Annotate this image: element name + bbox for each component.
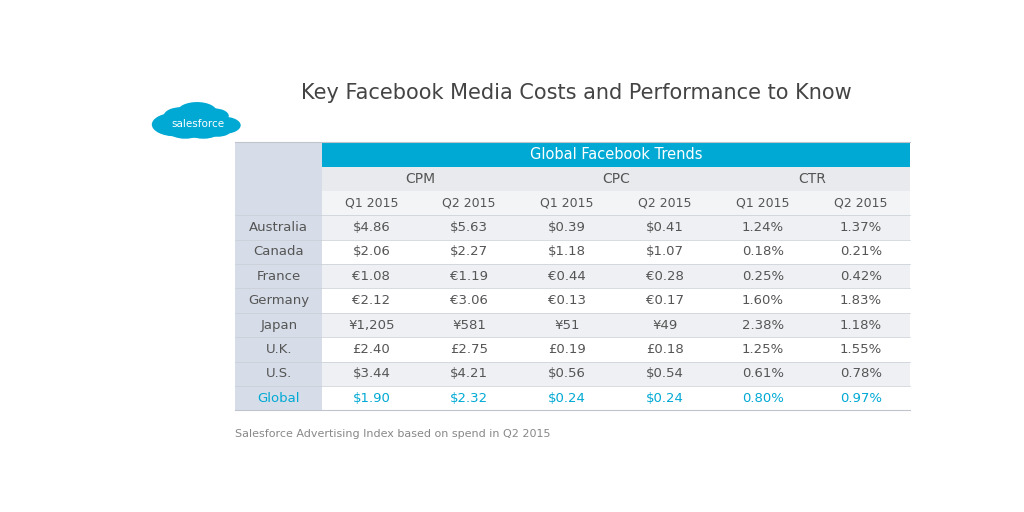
Text: ¥581: ¥581 <box>453 318 486 332</box>
Text: 1.55%: 1.55% <box>840 343 882 356</box>
Text: ¥49: ¥49 <box>652 318 678 332</box>
Text: 1.37%: 1.37% <box>840 221 882 234</box>
Circle shape <box>159 123 184 136</box>
Text: 1.18%: 1.18% <box>840 318 882 332</box>
Text: 0.25%: 0.25% <box>741 270 784 283</box>
Circle shape <box>152 113 200 136</box>
Text: Q2 2015: Q2 2015 <box>834 197 888 210</box>
Text: Q1 2015: Q1 2015 <box>736 197 790 210</box>
Text: $0.24: $0.24 <box>646 392 684 404</box>
Text: £2.75: £2.75 <box>451 343 488 356</box>
Text: $0.56: $0.56 <box>548 367 586 380</box>
Text: 0.21%: 0.21% <box>840 245 882 259</box>
Text: $2.27: $2.27 <box>451 245 488 259</box>
Text: Japan: Japan <box>260 318 297 332</box>
Text: $5.63: $5.63 <box>451 221 488 234</box>
Text: €0.44: €0.44 <box>548 270 586 283</box>
Text: €0.13: €0.13 <box>548 294 586 307</box>
Text: £2.40: £2.40 <box>352 343 390 356</box>
Text: France: France <box>257 270 301 283</box>
Text: 0.97%: 0.97% <box>840 392 882 404</box>
Text: Q1 2015: Q1 2015 <box>541 197 594 210</box>
Circle shape <box>204 123 231 137</box>
Text: $4.86: $4.86 <box>352 221 390 234</box>
Text: Q2 2015: Q2 2015 <box>638 197 692 210</box>
Bar <box>323 264 909 288</box>
Text: Australia: Australia <box>249 221 308 234</box>
Circle shape <box>186 121 221 139</box>
Text: Canada: Canada <box>254 245 304 259</box>
Circle shape <box>206 117 241 134</box>
Text: $3.44: $3.44 <box>352 367 390 380</box>
Text: €3.06: €3.06 <box>451 294 488 307</box>
Bar <box>323 166 909 191</box>
Text: salesforce: salesforce <box>171 119 224 129</box>
Text: Q1 2015: Q1 2015 <box>345 197 398 210</box>
Text: Key Facebook Media Costs and Performance to Know: Key Facebook Media Costs and Performance… <box>301 83 852 103</box>
Text: 1.60%: 1.60% <box>741 294 784 307</box>
Text: £0.19: £0.19 <box>548 343 586 356</box>
Text: CPM: CPM <box>406 172 435 186</box>
Text: CTR: CTR <box>798 172 825 186</box>
Circle shape <box>199 109 228 123</box>
Circle shape <box>167 112 219 138</box>
Text: Germany: Germany <box>248 294 309 307</box>
Text: Global Facebook Trends: Global Facebook Trends <box>529 147 702 162</box>
Text: 2.38%: 2.38% <box>741 318 784 332</box>
Text: ¥1,205: ¥1,205 <box>348 318 394 332</box>
Text: €1.19: €1.19 <box>451 270 488 283</box>
Text: ¥51: ¥51 <box>554 318 580 332</box>
Text: $0.54: $0.54 <box>646 367 684 380</box>
Text: 1.24%: 1.24% <box>741 221 784 234</box>
Text: 1.83%: 1.83% <box>840 294 882 307</box>
Text: Salesforce Advertising Index based on spend in Q2 2015: Salesforce Advertising Index based on sp… <box>236 429 551 439</box>
Text: $0.41: $0.41 <box>646 221 684 234</box>
Text: 0.61%: 0.61% <box>741 367 784 380</box>
Bar <box>323 191 909 216</box>
Text: U.S.: U.S. <box>265 367 292 380</box>
Text: Q2 2015: Q2 2015 <box>442 197 496 210</box>
Bar <box>323 313 909 337</box>
Bar <box>323 216 909 240</box>
Text: $1.07: $1.07 <box>646 245 684 259</box>
Text: $0.24: $0.24 <box>548 392 586 404</box>
Bar <box>323 386 909 410</box>
Text: $1.90: $1.90 <box>352 392 390 404</box>
Text: €2.12: €2.12 <box>352 294 390 307</box>
Text: $4.21: $4.21 <box>451 367 488 380</box>
Text: $2.32: $2.32 <box>451 392 488 404</box>
Text: €0.17: €0.17 <box>646 294 684 307</box>
Bar <box>323 142 909 166</box>
Text: CPC: CPC <box>602 172 630 186</box>
Circle shape <box>187 114 232 136</box>
Bar <box>323 337 909 361</box>
Text: 0.18%: 0.18% <box>741 245 784 259</box>
Text: 0.42%: 0.42% <box>840 270 882 283</box>
Bar <box>323 361 909 386</box>
Text: €0.28: €0.28 <box>646 270 684 283</box>
Circle shape <box>168 121 203 139</box>
Text: 0.80%: 0.80% <box>742 392 783 404</box>
Circle shape <box>164 107 199 124</box>
Bar <box>323 288 909 313</box>
Bar <box>323 240 909 264</box>
Text: £0.18: £0.18 <box>646 343 684 356</box>
Text: Global: Global <box>257 392 300 404</box>
Text: U.K.: U.K. <box>265 343 292 356</box>
Circle shape <box>177 102 217 122</box>
Text: 0.78%: 0.78% <box>840 367 882 380</box>
Text: $0.39: $0.39 <box>548 221 586 234</box>
Text: €1.08: €1.08 <box>352 270 390 283</box>
Text: 1.25%: 1.25% <box>741 343 784 356</box>
Text: $1.18: $1.18 <box>548 245 586 259</box>
Text: $2.06: $2.06 <box>352 245 390 259</box>
